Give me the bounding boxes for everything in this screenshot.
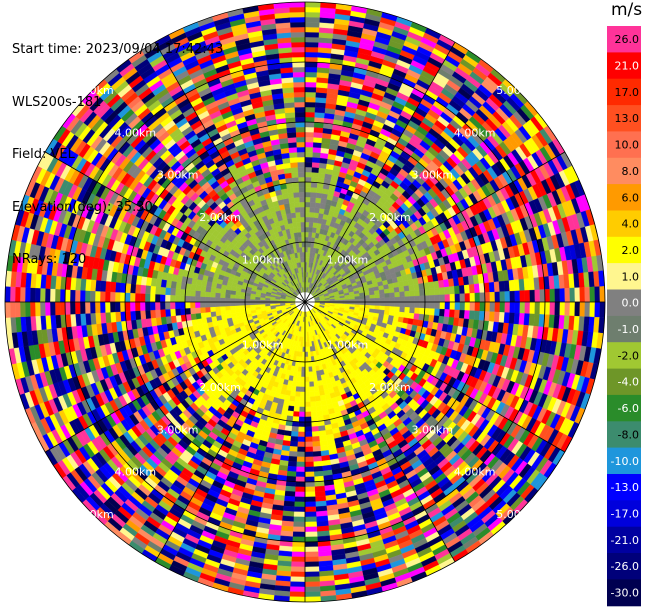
colorbar-swatch (607, 289, 641, 317)
range-ring-label: 1.00km (327, 254, 369, 267)
azimuth-spokes (5, 2, 605, 602)
colorbar-tick-label: 6.0 (622, 191, 640, 204)
range-ring-label: 4.00km (454, 466, 496, 479)
azimuth-spoke (304, 301, 565, 453)
colorbar-tick-label: 0.0 (622, 297, 640, 310)
azimuth-spoke (154, 41, 306, 303)
range-ring-label: 5.00km (496, 84, 538, 97)
colorbar-tick-label: 13.0 (615, 112, 640, 125)
colorbar-swatch (607, 342, 641, 370)
colorbar-swatch (607, 553, 641, 580)
colorbar-swatch (607, 474, 641, 501)
colorbar-tick-label: 10.0 (615, 139, 640, 152)
range-ring-label: 3.00km (412, 423, 454, 436)
colorbar-tick-label: -1.0 (618, 323, 639, 336)
colorbar-swatch (607, 368, 641, 396)
colorbar-swatch (607, 78, 641, 106)
range-ring-label: 5.00km (72, 84, 114, 97)
range-ring-label: 3.00km (157, 423, 199, 436)
colorbar-swatch (607, 157, 641, 185)
colorbar-swatch (607, 26, 641, 53)
colorbar-tick-label: -17.0 (611, 508, 639, 521)
colorbar-swatch (607, 263, 641, 290)
range-ring-label: 4.00km (454, 126, 496, 139)
colorbar-tick-label: -26.0 (611, 560, 639, 573)
range-ring-label: 1.00km (327, 338, 369, 351)
colorbar-tick-label: -10.0 (611, 455, 639, 468)
azimuth-spoke (44, 151, 306, 303)
range-ring-label: 4.00km (115, 126, 157, 139)
velocity-gates (4, 1, 606, 603)
range-ring (4, 1, 606, 603)
colorbar-swatch (607, 236, 641, 264)
start-time-text: Start time: 2023/09/04 17:42:43 (12, 42, 224, 57)
colorbar-swatch (607, 526, 641, 554)
range-ring-label: 3.00km (412, 169, 454, 182)
range-ring-label: 3.00km (157, 169, 199, 182)
colorbar-swatch (607, 184, 641, 211)
azimuth-spoke (44, 301, 306, 453)
colorbar-tick-label: 21.0 (615, 60, 640, 73)
colorbar-swatch (607, 579, 641, 607)
colorbar-tick-label: 17.0 (615, 86, 640, 99)
azimuth-spoke (304, 151, 565, 303)
colorbar-tick-label: -13.0 (611, 481, 639, 494)
colorbar-swatch (607, 447, 641, 475)
colorbar-tick-label: -8.0 (618, 428, 639, 441)
colorbar-tick-label: 8.0 (622, 165, 640, 178)
range-ring-label: 2.00km (369, 211, 411, 224)
range-ring-label: 4.00km (115, 466, 157, 479)
field-text: Field: VEL (12, 147, 75, 162)
range-ring-label: 2.00km (199, 211, 241, 224)
colorbar-unit: m/s (611, 0, 643, 20)
range-ring-label: 5.00km (72, 508, 114, 521)
colorbar-swatch (607, 315, 641, 343)
range-ring-label: 2.00km (369, 381, 411, 394)
colorbar-tick-label: 1.0 (622, 270, 640, 283)
colorbar-swatch (607, 500, 641, 528)
colorbar-swatch (607, 421, 641, 449)
azimuth-spoke (304, 301, 456, 562)
range-ring (184, 181, 426, 423)
colorbar-tick-label: 2.0 (622, 244, 640, 257)
colorbar-swatch (607, 210, 641, 238)
range-ring-label: 5.00km (496, 508, 538, 521)
colorbar-swatch (607, 52, 641, 80)
elevation-text: Elevation(deg): 35.30 (12, 199, 153, 215)
nrays-text: NRays: 120 (12, 252, 87, 267)
colorbar-swatch (607, 105, 641, 132)
colorbar-tick-label: -30.0 (611, 587, 639, 600)
azimuth-spoke (154, 301, 306, 562)
range-ring-label: 1.00km (242, 338, 284, 351)
colorbar-tick-label: -2.0 (618, 349, 639, 362)
colorbar-tick-label: -21.0 (611, 534, 639, 547)
colorbar-swatch (607, 131, 641, 159)
plot-info: Start time: 2023/09/04 17:42:43 WLS200s-… (12, 6, 223, 286)
range-ring (124, 121, 486, 483)
range-ring (244, 241, 366, 363)
station-text: WLS200s-181 (12, 94, 102, 110)
azimuth-spoke (304, 41, 456, 303)
colorbar-swatch (607, 394, 641, 422)
range-ring-label: 1.00km (242, 254, 284, 267)
range-ring-label: 2.00km (199, 381, 241, 394)
range-rings: 1.00km 1.00km 1.00km 1.00km 2.00km 2.00km 2.00… (4, 1, 606, 603)
colorbar-tick-label: -4.0 (618, 376, 639, 389)
range-ring (64, 61, 546, 543)
colorbar-tick-label: 26.0 (615, 33, 640, 46)
colorbar-tick-label: 4.0 (622, 218, 640, 231)
colorbar-tick-label: -6.0 (618, 402, 639, 415)
